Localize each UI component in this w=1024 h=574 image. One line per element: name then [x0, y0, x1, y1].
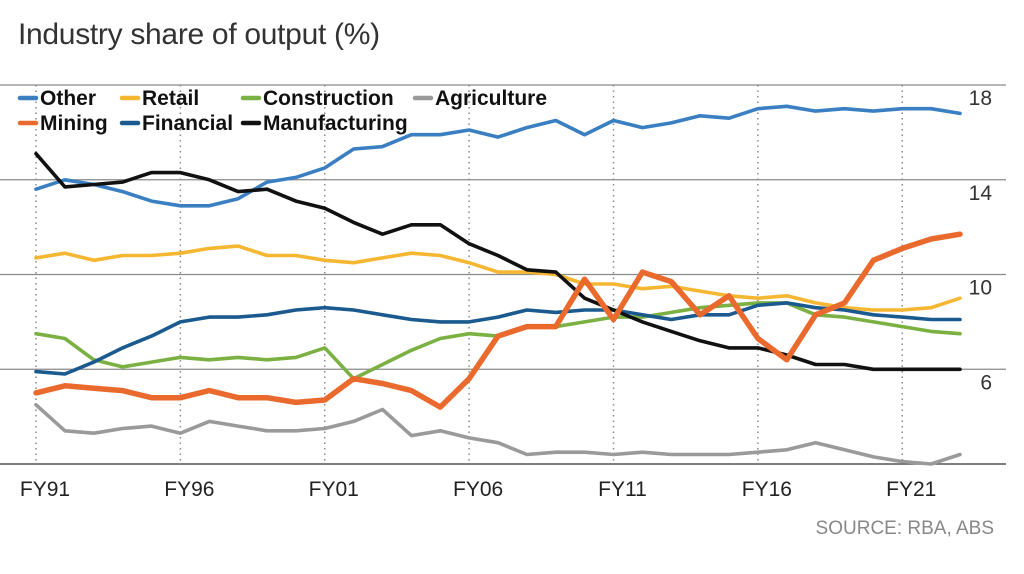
- legend-label-other: Other: [40, 87, 96, 110]
- series-line-other: [34, 104, 962, 208]
- chart-title: Industry share of output (%): [18, 18, 380, 51]
- y-axis-ticks: 6 10 14 18: [969, 87, 993, 394]
- legend-label-agriculture: Agriculture: [435, 87, 547, 110]
- legend-label-mining: Mining: [40, 112, 108, 135]
- x-tick-label: FY91: [20, 478, 70, 501]
- series-line-agriculture: [34, 402, 962, 466]
- x-tick-label: FY21: [886, 478, 936, 501]
- x-tick-label: FY96: [164, 478, 214, 501]
- x-tick-label: FY06: [453, 478, 503, 501]
- source-note: SOURCE: RBA, ABS: [815, 518, 994, 539]
- series-line-retail: [34, 244, 962, 312]
- x-axis-ticks: FY91 FY96 FY01 FY06 FY11 FY16 FY21: [20, 478, 936, 501]
- legend-label-financial: Financial: [142, 112, 233, 135]
- series-line-manufacturing: [34, 151, 962, 372]
- horizontal-gridlines: [0, 84, 1006, 465]
- legend-label-construction: Construction: [263, 87, 394, 110]
- y-tick-label: 6: [980, 371, 992, 394]
- y-tick-label: 10: [969, 277, 992, 300]
- series-lines: [33, 104, 963, 466]
- x-tick-label: FY11: [598, 478, 647, 501]
- x-tick-label: FY01: [309, 478, 359, 501]
- y-tick-label: 14: [969, 182, 993, 205]
- series-line-mining: [33, 231, 963, 410]
- y-tick-label: 18: [969, 87, 992, 110]
- legend-label-manufacturing: Manufacturing: [263, 112, 408, 135]
- x-tick-label: FY16: [742, 478, 792, 501]
- series-line-financial: [34, 301, 962, 376]
- legend: Other Retail Construction Agriculture Mining…: [17, 87, 547, 135]
- legend-label-retail: Retail: [142, 87, 199, 110]
